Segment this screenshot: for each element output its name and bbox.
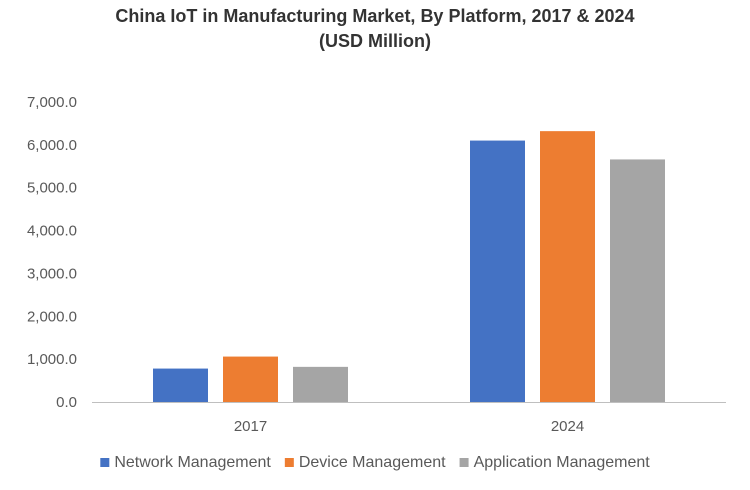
y-tick-label: 0.0 (56, 394, 77, 411)
y-tick-label: 1,000.0 (27, 351, 77, 368)
bar-application-management-2017 (293, 366, 348, 402)
x-tick-label: 2017 (234, 418, 267, 435)
chart-title: China IoT in Manufacturing Market, By Pl… (115, 6, 635, 26)
legend-swatch-network-management (100, 458, 110, 467)
bar-network-management-2017 (153, 368, 208, 402)
x-tick-label: 2024 (551, 418, 584, 435)
y-tick-label: 4,000.0 (27, 223, 77, 240)
y-tick-label: 6,000.0 (27, 137, 77, 154)
bar-device-management-2017 (223, 356, 278, 402)
y-tick-label: 7,000.0 (27, 94, 77, 111)
y-tick-label: 2,000.0 (27, 308, 77, 325)
y-tick-label: 3,000.0 (27, 265, 77, 282)
legend-label: Network Management (114, 454, 271, 471)
bar-device-management-2024 (540, 131, 595, 402)
chart-subtitle: (USD Million) (319, 31, 431, 51)
y-tick-label: 5,000.0 (27, 180, 77, 197)
bar-application-management-2024 (610, 159, 665, 402)
legend-label: Application Management (474, 454, 651, 471)
bar-network-management-2024 (470, 140, 525, 403)
legend-swatch-application-management (459, 458, 469, 467)
legend-label: Device Management (299, 454, 446, 471)
legend-swatch-device-management (284, 458, 294, 467)
